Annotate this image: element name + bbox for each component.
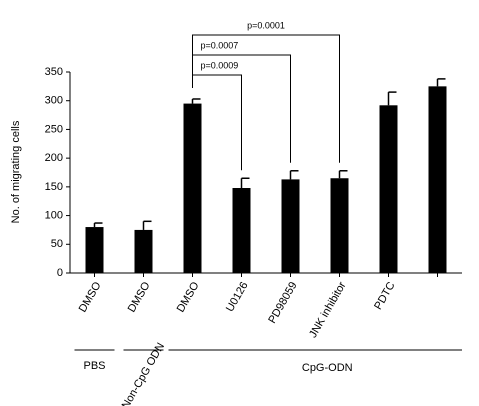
p-value-label: p=0.0001 [247, 20, 285, 30]
group-label: PBS [83, 360, 105, 372]
bar [232, 188, 251, 273]
x-tick-label: U0126 [224, 280, 251, 314]
bar [379, 105, 398, 274]
y-tick-label: 100 [45, 209, 63, 221]
x-tick-label: JNK inhibitor [307, 280, 349, 340]
x-tick-label: PD98059 [266, 280, 299, 326]
y-tick-label: 300 [45, 95, 63, 107]
p-value-label: p=0.0009 [201, 60, 239, 70]
x-tick-label: DMSO [77, 280, 104, 315]
group-label: CpG-ODN [302, 362, 353, 374]
y-tick-label: 150 [45, 181, 63, 193]
y-tick-label: 250 [45, 123, 63, 135]
bar [281, 179, 300, 273]
y-tick-label: 50 [51, 238, 63, 250]
bar [330, 178, 349, 273]
x-tick-label: PDTC [372, 280, 397, 312]
y-axis-label: No. of migrating cells [10, 120, 22, 223]
y-tick-label: 0 [57, 267, 63, 279]
y-tick-label: 200 [45, 152, 63, 164]
group-label: Non-CpG ODN [120, 341, 167, 406]
bar [134, 229, 153, 273]
bar [85, 227, 104, 273]
bar [428, 86, 447, 273]
y-tick-label: 350 [45, 66, 63, 78]
significance-bracket [192, 34, 340, 163]
p-value-label: p=0.0007 [201, 40, 239, 50]
x-tick-label: DMSO [126, 280, 153, 315]
x-tick-label: DMSO [175, 280, 202, 315]
bar [183, 103, 202, 273]
